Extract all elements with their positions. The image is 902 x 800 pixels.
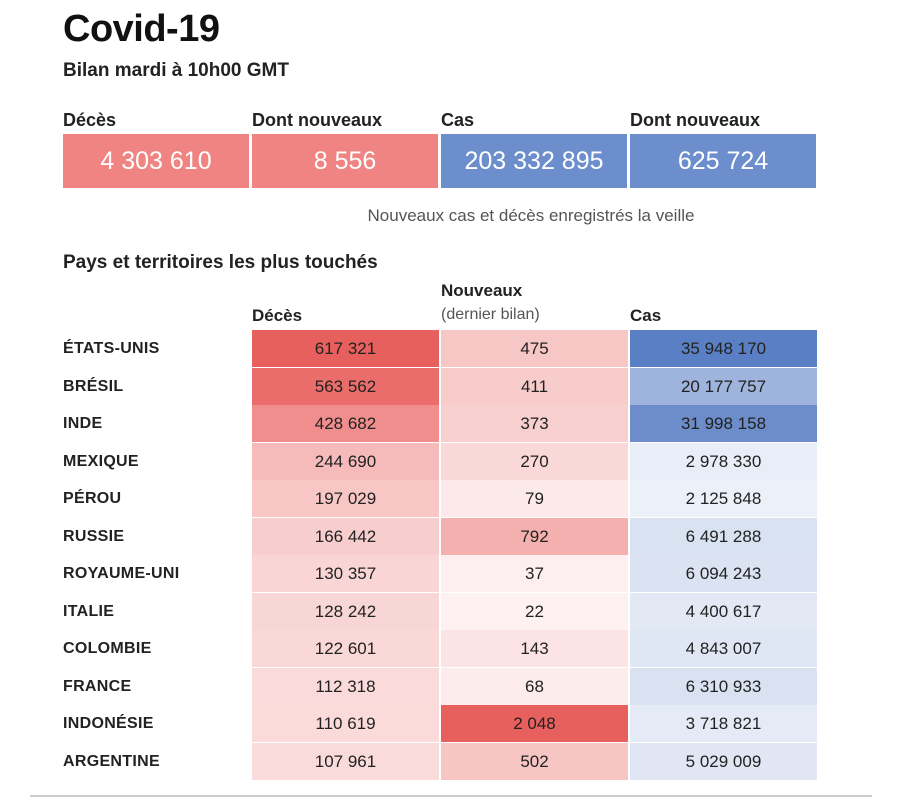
column-header-new: Nouveaux — [441, 281, 523, 300]
table-cell-new: 475 — [441, 330, 628, 367]
table-cell-cases: 4 400 617 — [630, 592, 817, 630]
country-label: ÉTATS-UNIS — [63, 340, 160, 357]
kpi-new-deaths: Dont nouveaux 8 556 — [252, 110, 438, 188]
column-header-cases: Cas — [630, 306, 662, 325]
table-cell-cases: 20 177 757 — [630, 367, 817, 405]
kpi-cases-value: 203 332 895 — [441, 134, 627, 188]
section-title: Pays et territoires les plus touchés — [63, 252, 378, 273]
table-cell-new: 502 — [441, 742, 628, 780]
table-cell-deaths: 112 318 — [252, 667, 439, 705]
table-cell-new: 37 — [441, 555, 628, 592]
kpi-deaths: Décès 4 303 610 — [63, 110, 249, 188]
kpi-new-cases-label: Dont nouveaux — [630, 110, 761, 130]
bottom-divider — [30, 795, 872, 797]
kpi-cases-label: Cas — [441, 110, 475, 130]
country-label: INDONÉSIE — [63, 715, 154, 732]
country-label: ITALIE — [63, 602, 115, 620]
table-cell-deaths: 244 690 — [252, 442, 439, 480]
country-label: MEXIQUE — [63, 452, 139, 470]
kpi-new-cases-value: 625 724 — [630, 134, 816, 188]
kpi-new-cases: Dont nouveaux 625 724 — [630, 110, 816, 188]
table-cell-cases: 6 491 288 — [630, 517, 817, 555]
table-cell-deaths: 128 242 — [252, 592, 439, 630]
table-cell-cases: 6 310 933 — [630, 667, 817, 705]
table-cell-deaths: 110 619 — [252, 705, 439, 742]
kpi-cases: Cas 203 332 895 — [441, 110, 627, 188]
table-cell-deaths: 122 601 — [252, 630, 439, 667]
table-cell-deaths: 107 961 — [252, 742, 439, 780]
table-cell-new: 22 — [441, 592, 628, 630]
table-cell-deaths: 130 357 — [252, 555, 439, 592]
table-cell-new: 270 — [441, 442, 628, 480]
country-label: ROYAUME-UNI — [63, 565, 180, 582]
country-label: RUSSIE — [63, 527, 125, 545]
kpi-deaths-label: Décès — [63, 110, 117, 130]
table-cell-deaths: 563 562 — [252, 367, 439, 405]
table-cell-cases: 6 094 243 — [630, 555, 817, 592]
page-title: Covid-19 — [63, 8, 220, 50]
column-subheader-new: (dernier bilan) — [441, 306, 540, 323]
country-label: PÉROU — [63, 490, 122, 507]
table-cell-new: 79 — [441, 480, 628, 517]
table-cell-cases: 2 125 848 — [630, 480, 817, 517]
table-cell-new: 792 — [441, 517, 628, 555]
country-label: ARGENTINE — [63, 752, 160, 770]
page-subtitle: Bilan mardi à 10h00 GMT — [63, 60, 289, 81]
summary-note: Nouveaux cas et décès enregistrés la vei… — [367, 206, 695, 225]
country-label: FRANCE — [63, 677, 132, 695]
table-cell-cases: 3 718 821 — [630, 705, 817, 742]
table-cell-deaths: 428 682 — [252, 405, 439, 442]
country-label: BRÉSIL — [63, 377, 124, 395]
kpi-new-deaths-label: Dont nouveaux — [252, 110, 383, 130]
table-cell-new: 2 048 — [441, 705, 628, 742]
table-cell-cases: 5 029 009 — [630, 742, 817, 780]
table-cell-new: 373 — [441, 405, 628, 442]
kpi-new-deaths-value: 8 556 — [252, 134, 438, 188]
table-cell-new: 411 — [441, 367, 628, 405]
table-cell-new: 68 — [441, 667, 628, 705]
table-cell-deaths: 197 029 — [252, 480, 439, 517]
table-cell-cases: 4 843 007 — [630, 630, 817, 667]
country-label: COLOMBIE — [63, 640, 152, 657]
table-cell-deaths: 166 442 — [252, 517, 439, 555]
table-cell-deaths: 617 321 — [252, 330, 439, 367]
kpi-deaths-value: 4 303 610 — [63, 134, 249, 188]
country-label: INDE — [63, 415, 103, 432]
column-header-deaths: Décès — [252, 306, 303, 325]
table-cell-cases: 31 998 158 — [630, 405, 817, 442]
table-cell-cases: 2 978 330 — [630, 442, 817, 480]
table-cell-new: 143 — [441, 630, 628, 667]
table-cell-cases: 35 948 170 — [630, 330, 817, 367]
